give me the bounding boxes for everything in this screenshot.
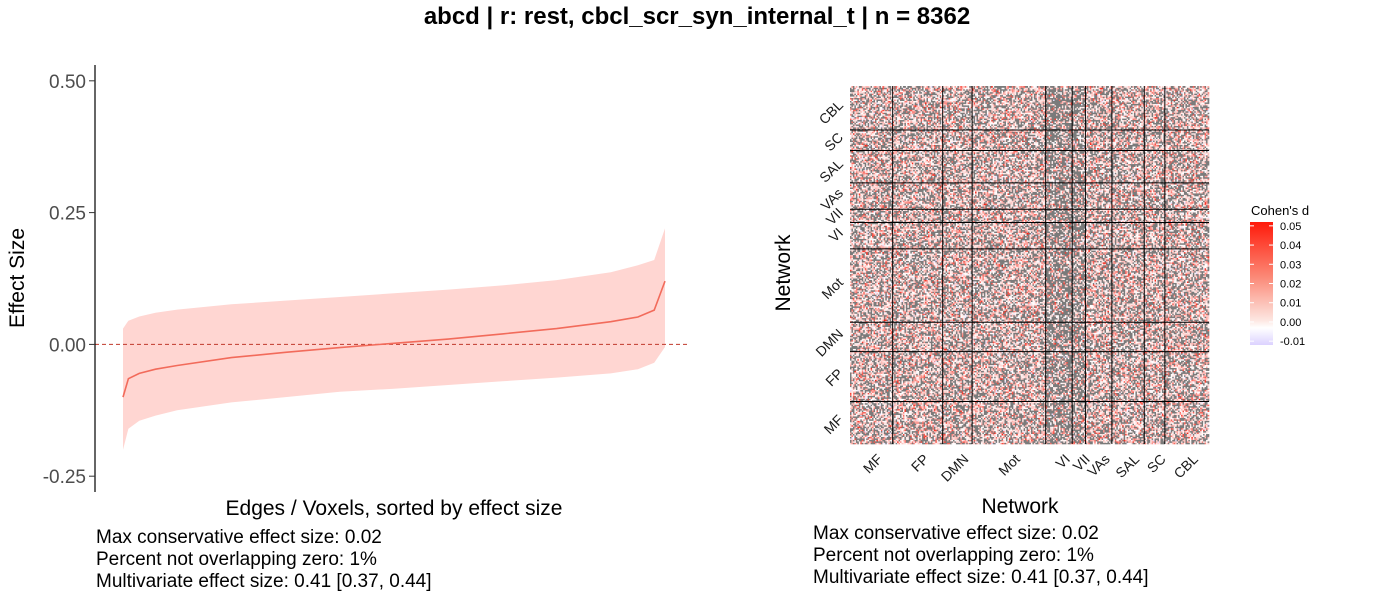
y-tick-label: 0.50	[49, 72, 86, 93]
confidence-band	[123, 228, 665, 449]
y-axis-label: Effect Size	[6, 228, 29, 328]
figure-title: abcd | r: rest, cbcl_scr_syn_internal_t …	[424, 3, 970, 30]
x-axis-label: Edges / Voxels, sorted by effect size	[226, 497, 563, 520]
y-tick-label: 0.00	[49, 335, 86, 356]
effect-size-panel: -0.25 0.00 0.25 0.50 Effect Size Edges / Vo…	[6, 65, 690, 520]
y-tick-label: 0.25	[49, 204, 86, 225]
y-tick-label: -0.25	[43, 467, 86, 488]
heatmap-cells	[850, 86, 1209, 444]
y-axis-ticks: -0.25 0.00 0.25 0.50	[43, 72, 95, 488]
